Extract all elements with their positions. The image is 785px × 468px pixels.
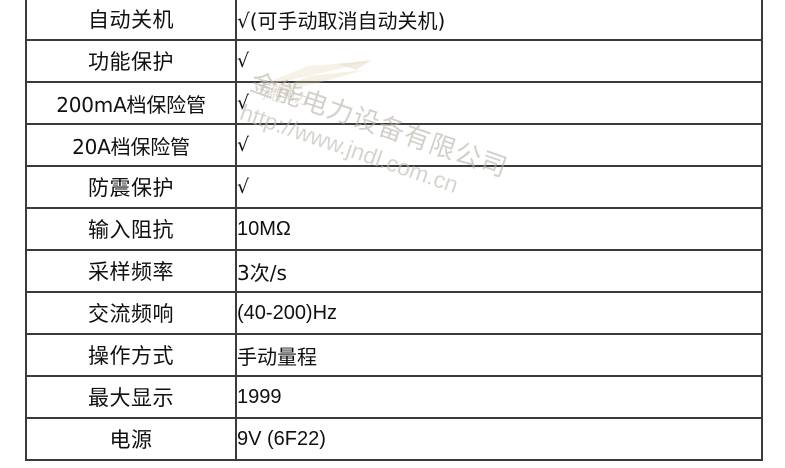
row-label: 输入阻抗: [25, 207, 237, 251]
row-label: 电源: [25, 417, 237, 461]
table-row: 20A档保险管 √: [25, 123, 763, 167]
row-value: (40-200)Hz: [235, 291, 763, 335]
row-value: √: [235, 39, 763, 83]
row-label: 最大显示: [25, 375, 237, 419]
table-body: 自动关机 √(可手动取消自动关机) 功能保护 √ 200mA档保险管 √ 20A…: [25, 0, 763, 461]
row-label: 200mA档保险管: [25, 81, 237, 125]
row-label: 交流频响: [25, 291, 237, 335]
table-row: 采样频率 3次/s: [25, 249, 763, 293]
table-row: 200mA档保险管 √: [25, 81, 763, 125]
row-label: 操作方式: [25, 333, 237, 377]
row-label: 防震保护: [25, 165, 237, 209]
row-label: 自动关机: [25, 0, 237, 41]
row-value: √: [235, 81, 763, 125]
row-value: 手动量程: [235, 333, 763, 377]
table-row: 防震保护 √: [25, 165, 763, 209]
row-value: 3次/s: [235, 249, 763, 293]
table-row: 电源 9V (6F22): [25, 417, 763, 461]
table-row: 功能保护 √: [25, 39, 763, 83]
table-row: 输入阻抗 10MΩ: [25, 207, 763, 251]
row-value: 9V (6F22): [235, 417, 763, 461]
row-label: 功能保护: [25, 39, 237, 83]
table-row: 最大显示 1999: [25, 375, 763, 419]
row-value: 10MΩ: [235, 207, 763, 251]
table-row: 交流频响 (40-200)Hz: [25, 291, 763, 335]
row-label: 采样频率: [25, 249, 237, 293]
table-row: 自动关机 √(可手动取消自动关机): [25, 0, 763, 41]
row-value: √(可手动取消自动关机): [235, 0, 763, 41]
row-value: √: [235, 165, 763, 209]
specification-table: 自动关机 √(可手动取消自动关机) 功能保护 √ 200mA档保险管 √ 20A…: [25, 0, 763, 461]
table-row: 操作方式 手动量程: [25, 333, 763, 377]
row-label: 20A档保险管: [25, 123, 237, 167]
row-value: 1999: [235, 375, 763, 419]
row-value: √: [235, 123, 763, 167]
